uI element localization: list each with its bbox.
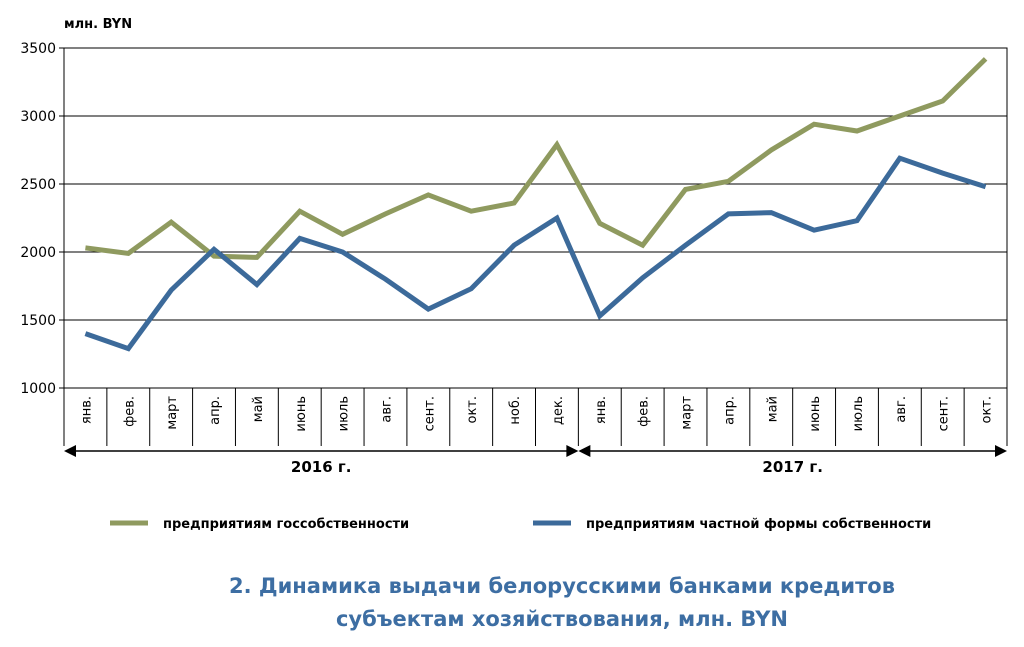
series-lines: [84, 57, 988, 352]
caption-line-1: 2. Динамика выдачи белорусскими банками …: [229, 574, 895, 598]
x-tick-label: май: [251, 396, 266, 422]
x-axis-ticks: янв. фев. март апр. май июнь июль авг. сент. окт.…: [63, 388, 1008, 446]
x-tick-label: ноб.: [508, 396, 523, 425]
x-tick-label: апр.: [208, 396, 223, 425]
y-tick-label: 2500: [20, 177, 56, 193]
x-tick-label: фев.: [637, 396, 652, 427]
x-tick-label: июнь: [808, 396, 823, 432]
x-tick-label: июнь: [294, 396, 309, 432]
x-tick-label: дек.: [551, 396, 566, 425]
x-tick-label: июль: [337, 396, 352, 431]
x-tick-label: сент.: [422, 396, 437, 431]
year-label: 2017 г.: [762, 458, 823, 476]
x-tick-label: апр.: [722, 396, 737, 425]
arrow-left-icon: [578, 445, 591, 457]
x-tick-label: март: [165, 396, 180, 430]
year-label: 2016 г.: [291, 458, 352, 476]
x-tick-label: июль: [851, 396, 866, 431]
y-tick-label: 3000: [20, 109, 56, 125]
x-tick-label: май: [765, 396, 780, 422]
y-axis-ticks: 1000 1500 2000 2500 3000 3500: [20, 41, 64, 397]
series-line-2: [84, 155, 987, 352]
series-line-1: [85, 57, 988, 260]
caption-line-2: субъектам хозяйствования, млн. BYN: [336, 607, 788, 631]
x-tick-label: янв.: [79, 396, 94, 424]
legend-label: предприятиям частной формы собственности: [586, 517, 931, 532]
y-tick-label: 3500: [20, 41, 56, 57]
x-tick-label: фев.: [122, 396, 137, 427]
year-groups: 2016 г. 2017 г.: [64, 445, 1007, 476]
y-tick-label: 2000: [20, 245, 56, 261]
y-tick-label: 1500: [20, 313, 56, 329]
x-tick-label: сент.: [937, 396, 952, 431]
plot-frame: [63, 47, 1008, 389]
x-tick-label: окт.: [465, 396, 480, 424]
legend-label: предприятиям госсобственности: [163, 517, 409, 532]
arrow-right-icon: [995, 445, 1007, 457]
x-tick-label: авг.: [379, 396, 394, 423]
x-tick-label: янв.: [594, 396, 609, 424]
legend: предприятиям госсобственности предприятия…: [110, 517, 931, 532]
x-tick-label: март: [680, 396, 695, 430]
x-tick-label: окт.: [980, 396, 995, 424]
arrow-left-icon: [64, 445, 76, 457]
y-tick-label: 1000: [20, 381, 56, 397]
arrow-right-icon: [566, 445, 579, 457]
unit-label: млн. BYN: [64, 17, 132, 32]
grid-lines: [64, 115, 1007, 321]
x-tick-label: авг.: [894, 396, 909, 423]
